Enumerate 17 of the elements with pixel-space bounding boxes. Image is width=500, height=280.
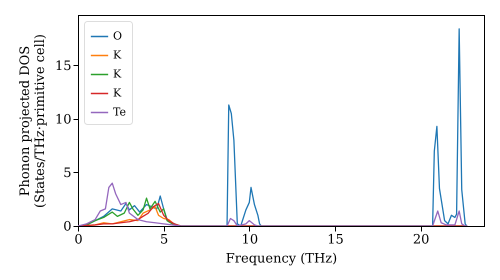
y-tick-label: 5 — [63, 166, 72, 181]
x-tick-label: 15 — [327, 232, 344, 248]
y-tick-label: 15 — [54, 58, 72, 74]
x-tick-label: 5 — [160, 232, 168, 248]
y-tick-label: 0 — [63, 220, 72, 234]
line-series — [78, 182, 468, 226]
legend-label: K — [113, 86, 122, 100]
y-tick-label: 10 — [54, 112, 72, 128]
legend-label: K — [113, 68, 122, 80]
legend-label: O — [113, 30, 122, 42]
x-tick-label: 10 — [242, 232, 258, 248]
x-tick-label: 0 — [74, 232, 83, 248]
x-axis-title: Frequency (THz) — [226, 252, 338, 266]
legend-label: Te — [113, 106, 126, 118]
x-tick-label: 20 — [412, 232, 430, 248]
y-axis-title: Phonon projected DOS (States/THz·primitive cell) — [18, 34, 48, 208]
legend-label: K — [113, 48, 122, 62]
